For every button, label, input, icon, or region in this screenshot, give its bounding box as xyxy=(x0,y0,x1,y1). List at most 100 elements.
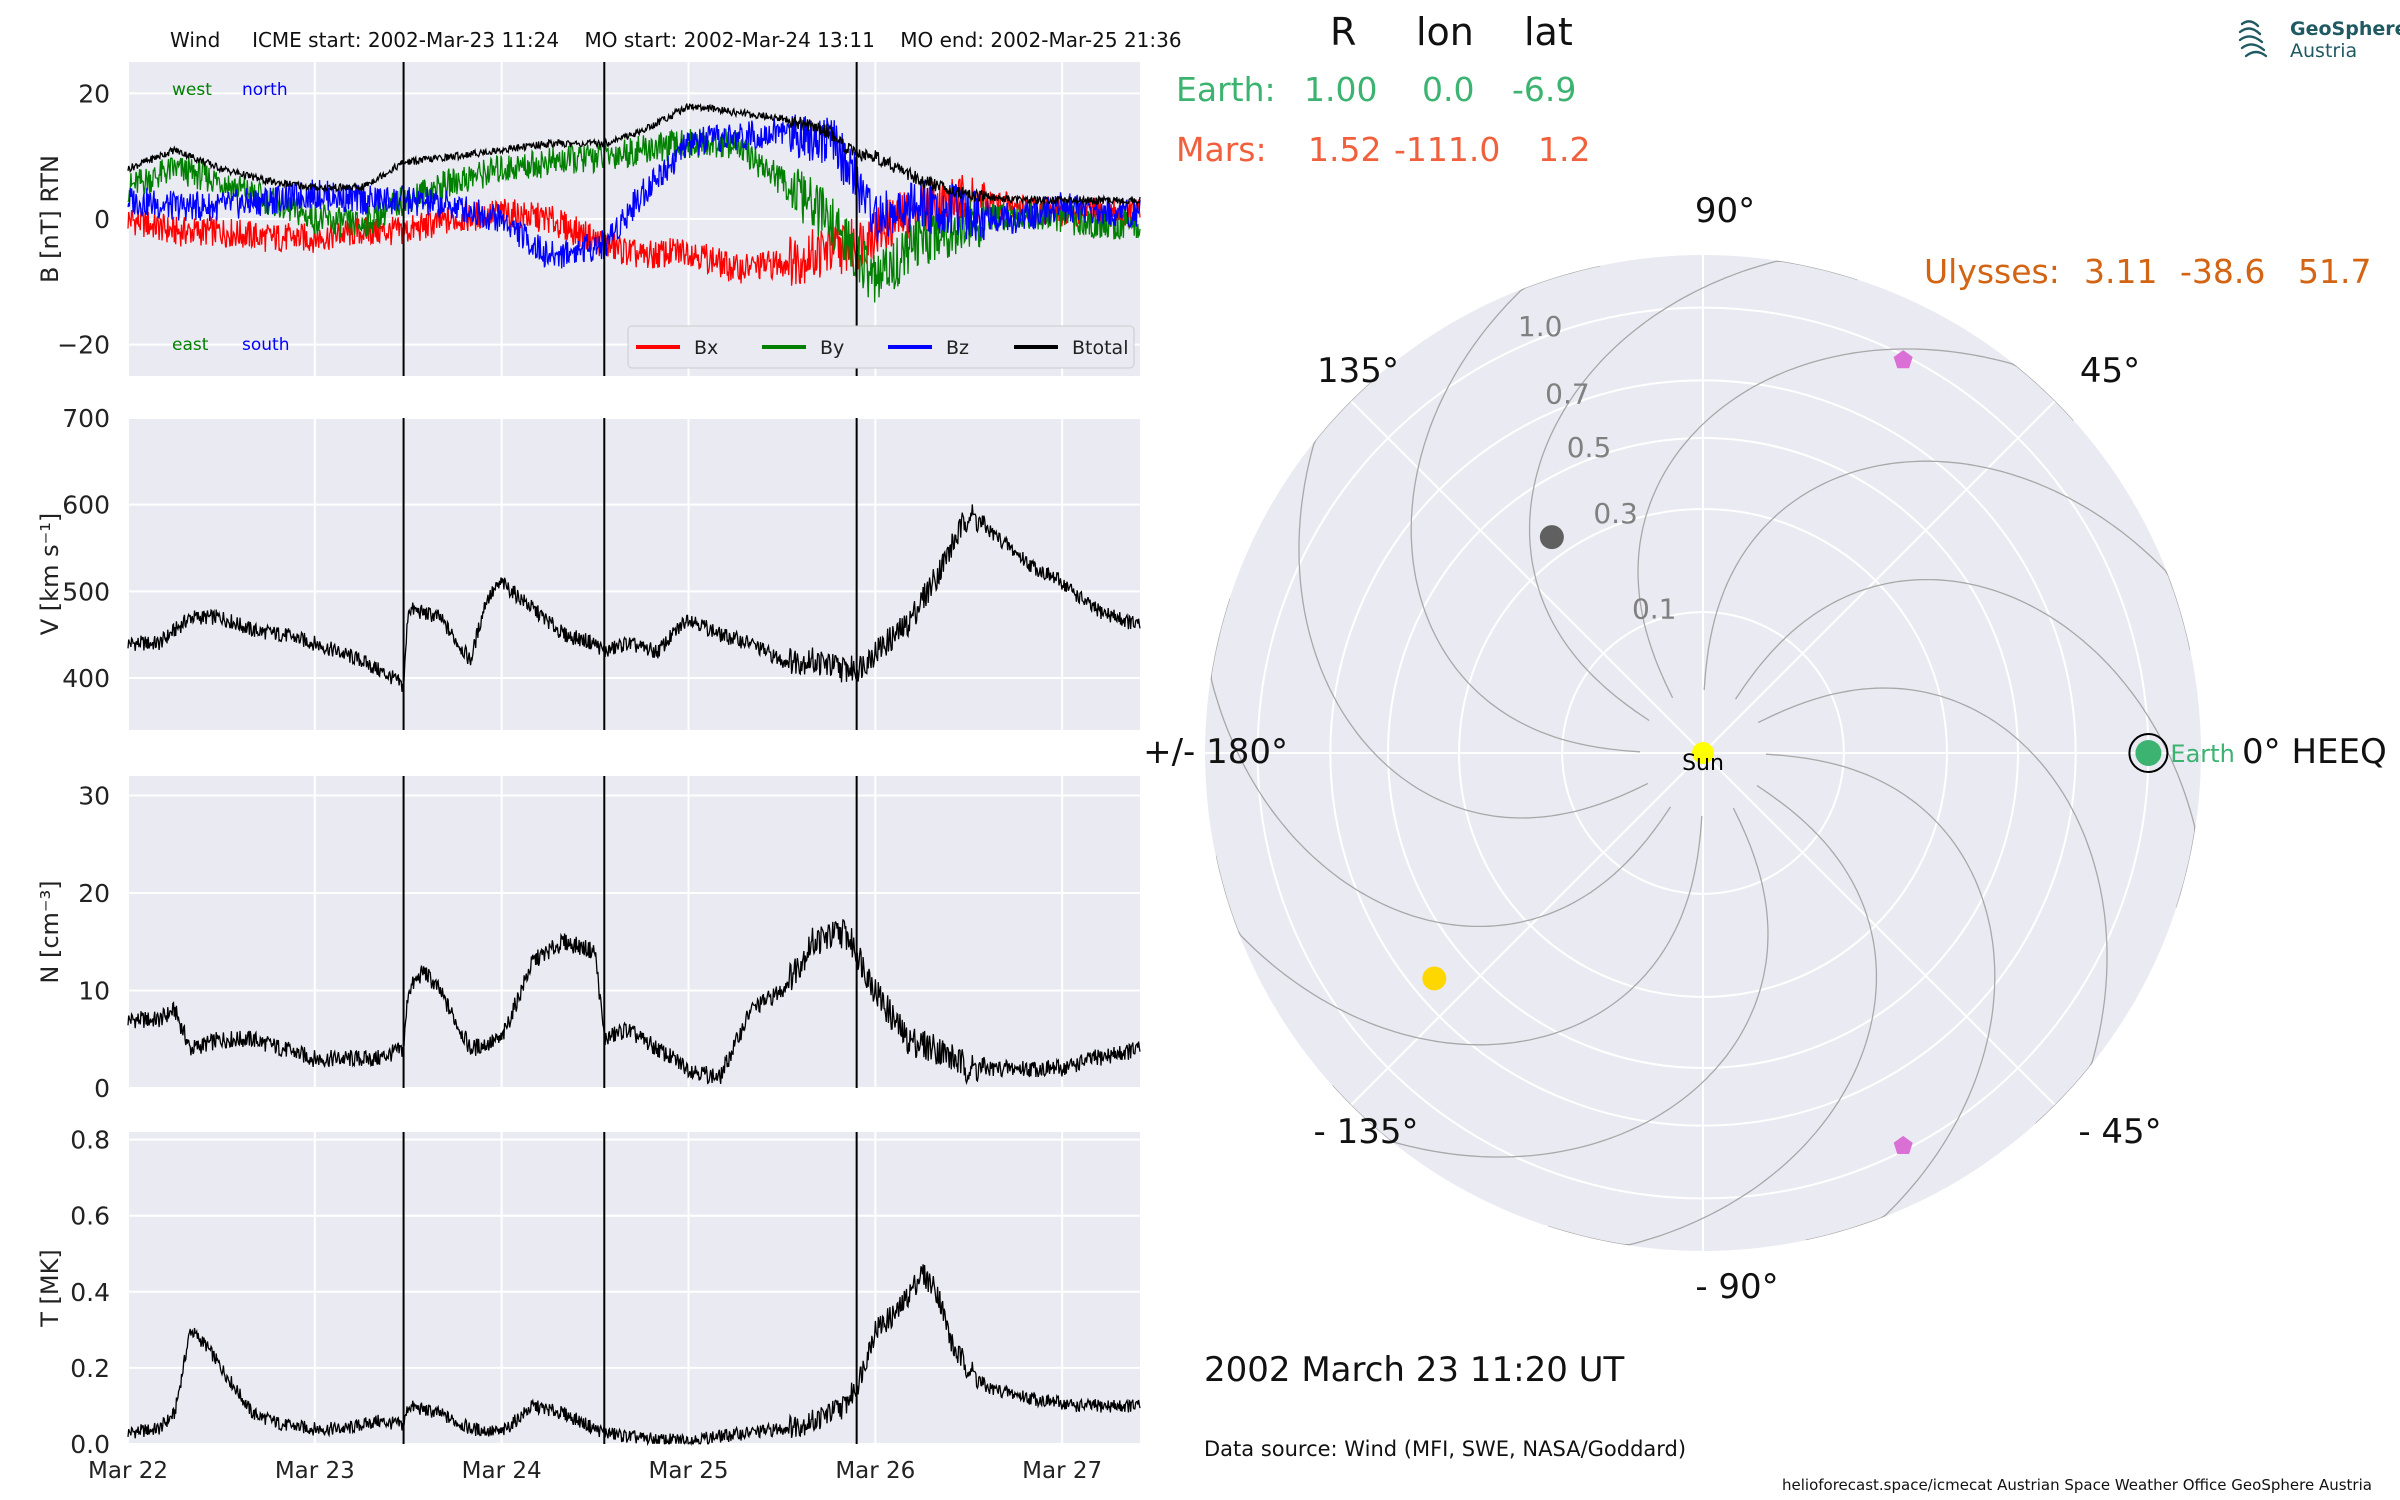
x-tick-label-0: Mar 22 xyxy=(88,1458,168,1484)
legend-label-bz: Bz xyxy=(946,337,969,359)
spiral-line-4 xyxy=(1637,348,2075,699)
data-source: Data source: Wind (MFI, SWE, NASA/Goddar… xyxy=(1204,1437,1687,1461)
radial-tick-label-2: 0.5 xyxy=(1567,431,1612,464)
ulysses-label: Ulysses: xyxy=(1924,252,2060,291)
y-tick-label-1: 500 xyxy=(62,577,110,606)
series-line-n xyxy=(127,919,1141,1085)
angular-grid-5 xyxy=(1350,752,1704,1106)
spiral-line-1 xyxy=(1757,687,2108,1125)
x-tick-label-4: Mar 26 xyxy=(835,1458,915,1484)
mo-start: MO start: 2002-Mar-24 13:11 xyxy=(584,28,875,52)
marker-sun xyxy=(1692,742,1714,764)
angle-label-a180: +/- 180° xyxy=(1143,732,1288,772)
radial-tick-label-3: 0.7 xyxy=(1545,377,1590,410)
radial-grid-1 xyxy=(1458,508,1948,998)
spiral-lines xyxy=(1210,260,2196,1246)
y-tick-label-0: 400 xyxy=(62,664,110,693)
spiral-line-0 xyxy=(1765,753,1996,1241)
annotation-north: north xyxy=(242,80,288,100)
y-tick-label-3: 700 xyxy=(62,404,110,433)
spiral-line-5 xyxy=(1528,260,1858,722)
time-series-panels: −20 0 20 B [nT] RTN west north east south Bx By Bz… xyxy=(36,62,1141,1484)
mars-r: 1.52 xyxy=(1308,130,1382,169)
panel-density: 0 10 20 30 N [cm⁻³] xyxy=(36,776,1141,1103)
x-tick-label-2: Mar 24 xyxy=(462,1458,542,1484)
spiral-line-9 xyxy=(1215,815,1703,1046)
event-header: Wind ICME start: 2002-Mar-23 11:24 MO st… xyxy=(170,28,1182,52)
spiral-line-2 xyxy=(1734,578,2196,908)
plot-area xyxy=(128,1132,1140,1444)
y-axis-label: T [MK] xyxy=(36,1249,64,1327)
legend-label-by: By xyxy=(820,337,844,359)
radial-grid-3 xyxy=(1329,379,2077,1127)
geosphere-logo: GeoSphere Austria xyxy=(2236,14,2400,66)
series-line-v xyxy=(127,504,1141,692)
x-tick-label-5: Mar 27 xyxy=(1022,1458,1102,1484)
panel-temperature: 0.0 0.2 0.4 0.6 0.8 T [MK] Mar 22 Mar 23 Mar 24 M… xyxy=(36,1126,1141,1484)
spiral-line-3 xyxy=(1703,460,2191,691)
radial-tick-label-4: 1.0 xyxy=(1518,310,1563,343)
y-tick-label-1: 10 xyxy=(78,977,110,1006)
plot-area xyxy=(128,418,1140,730)
series-line-t xyxy=(127,1264,1141,1447)
radial-grid-0 xyxy=(1561,611,1845,895)
y-tick-label-2: 20 xyxy=(78,79,110,108)
angle-label-a0: 0° HEEQ xyxy=(2242,732,2387,772)
label-sun: Sun xyxy=(1682,751,1724,776)
spacecraft-name: Wind xyxy=(170,28,221,52)
mars-label: Mars: xyxy=(1176,130,1267,169)
y-axis-label: B [nT] RTN xyxy=(36,155,64,283)
x-tick-label-3: Mar 25 xyxy=(649,1458,729,1484)
legend-box xyxy=(627,325,1135,369)
earth-lat: -6.9 xyxy=(1512,70,1577,109)
plot-area xyxy=(128,776,1140,1088)
angle-label-a135: 135° xyxy=(1317,351,1399,391)
y-tick-label-0: −20 xyxy=(57,331,110,360)
y-tick-label-1: 0.2 xyxy=(70,1354,110,1383)
marker-pentagon-lower xyxy=(1893,1135,1913,1154)
ulysses-lon: -38.6 xyxy=(2180,252,2266,291)
y-tick-label-0: 0 xyxy=(94,1074,110,1103)
angle-label-a45: 45° xyxy=(2080,351,2140,391)
ring-earth xyxy=(2128,733,2169,773)
mars-lon: -111.0 xyxy=(1394,130,1501,169)
marker-earth xyxy=(2135,740,2162,766)
y-tick-label-2: 0.4 xyxy=(70,1278,110,1307)
col-header-r: R xyxy=(1330,10,1357,54)
y-tick-label-2: 20 xyxy=(78,879,110,908)
logo-text: GeoSphere Austria xyxy=(2290,18,2400,62)
spiral-line-11 xyxy=(1548,784,1878,1246)
orbit-polar-plot: 0.1 0.3 0.5 0.7 1.0 0° HEEQ 45° 90° 135° +/- 180°… xyxy=(1143,191,2387,1307)
y-axis-label: N [cm⁻³] xyxy=(36,880,64,983)
angle-label-a90: 90° xyxy=(1695,191,1755,231)
earth-r: 1.00 xyxy=(1304,70,1378,109)
annotation-south: south xyxy=(242,335,289,355)
geosphere-wave-icon xyxy=(2238,20,2268,58)
y-tick-label-3: 0.6 xyxy=(70,1202,110,1231)
spiral-line-10 xyxy=(1331,807,1769,1158)
earth-lon: 0.0 xyxy=(1422,70,1475,109)
legend-label-btotal: Btotal xyxy=(1072,337,1128,359)
y-tick-label-3: 30 xyxy=(78,782,110,811)
series-line-bx xyxy=(127,175,1141,286)
annotation-east: east xyxy=(172,335,209,355)
annotation-west: west xyxy=(172,80,212,100)
logo-line2: Austria xyxy=(2290,40,2358,62)
angular-grid-3 xyxy=(1350,400,1704,754)
marker-spacecraft-grey xyxy=(1539,525,1564,550)
y-axis-label: V [km s⁻¹] xyxy=(36,513,64,635)
radial-tick-label-0: 0.1 xyxy=(1632,592,1677,625)
y-tick-label-1: 0 xyxy=(94,205,110,234)
legend-label-bx: Bx xyxy=(694,337,718,359)
credits: helioforecast.space/icmecat Austrian Spa… xyxy=(1782,1476,2372,1494)
radial-tick-label-1: 0.3 xyxy=(1593,497,1638,530)
label-earth: Earth xyxy=(2170,740,2234,768)
ulysses-lat: 51.7 xyxy=(2298,252,2372,291)
earth-label: Earth: xyxy=(1176,70,1276,109)
col-header-lon: lon xyxy=(1416,10,1474,54)
icme-start: ICME start: 2002-Mar-23 11:24 xyxy=(252,28,560,52)
spiral-line-8 xyxy=(1210,598,1672,928)
panel-speed: 400 500 600 700 V [km s⁻¹] xyxy=(36,404,1141,730)
logo-line1: GeoSphere xyxy=(2290,18,2400,40)
